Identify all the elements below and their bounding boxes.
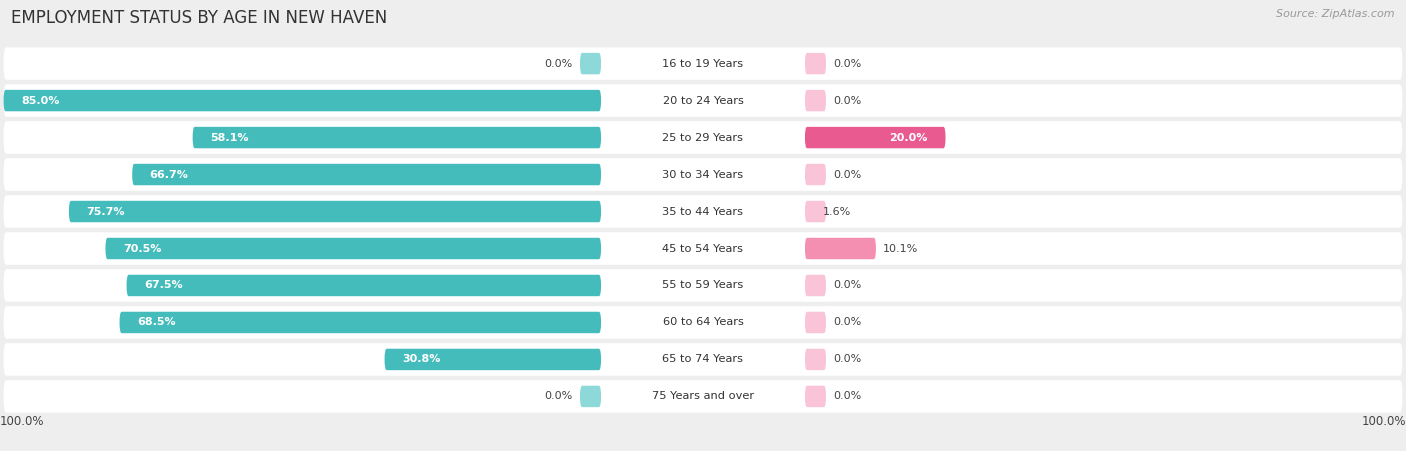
FancyBboxPatch shape (602, 203, 804, 220)
Text: 45 to 54 Years: 45 to 54 Years (662, 244, 744, 253)
FancyBboxPatch shape (602, 55, 804, 72)
Text: 0.0%: 0.0% (832, 391, 862, 401)
Text: 0.0%: 0.0% (832, 354, 862, 364)
Text: 75 Years and over: 75 Years and over (652, 391, 754, 401)
FancyBboxPatch shape (804, 201, 827, 222)
FancyBboxPatch shape (602, 240, 804, 257)
Text: 58.1%: 58.1% (211, 133, 249, 143)
Text: 75.7%: 75.7% (86, 207, 125, 216)
FancyBboxPatch shape (105, 238, 602, 259)
FancyBboxPatch shape (3, 84, 1403, 117)
Text: 30 to 34 Years: 30 to 34 Years (662, 170, 744, 179)
Text: 10.1%: 10.1% (883, 244, 918, 253)
FancyBboxPatch shape (581, 53, 602, 74)
FancyBboxPatch shape (581, 386, 602, 407)
FancyBboxPatch shape (3, 380, 1403, 413)
Text: 0.0%: 0.0% (832, 96, 862, 106)
FancyBboxPatch shape (804, 386, 827, 407)
FancyBboxPatch shape (602, 166, 804, 183)
Text: 25 to 29 Years: 25 to 29 Years (662, 133, 744, 143)
FancyBboxPatch shape (602, 129, 804, 146)
FancyBboxPatch shape (804, 238, 876, 259)
Text: Source: ZipAtlas.com: Source: ZipAtlas.com (1277, 9, 1395, 19)
Text: 30.8%: 30.8% (402, 354, 440, 364)
Text: 0.0%: 0.0% (832, 281, 862, 290)
FancyBboxPatch shape (804, 90, 827, 111)
FancyBboxPatch shape (3, 90, 602, 111)
Text: 68.5%: 68.5% (138, 318, 176, 327)
Text: 16 to 19 Years: 16 to 19 Years (662, 59, 744, 69)
Text: 55 to 59 Years: 55 to 59 Years (662, 281, 744, 290)
Text: EMPLOYMENT STATUS BY AGE IN NEW HAVEN: EMPLOYMENT STATUS BY AGE IN NEW HAVEN (11, 9, 388, 27)
Text: 85.0%: 85.0% (21, 96, 59, 106)
FancyBboxPatch shape (602, 92, 804, 109)
Text: 67.5%: 67.5% (145, 281, 183, 290)
Text: 100.0%: 100.0% (1361, 415, 1406, 428)
Text: 0.0%: 0.0% (544, 391, 574, 401)
FancyBboxPatch shape (3, 232, 1403, 265)
FancyBboxPatch shape (602, 388, 804, 405)
Text: 20.0%: 20.0% (890, 133, 928, 143)
FancyBboxPatch shape (3, 343, 1403, 376)
FancyBboxPatch shape (69, 201, 602, 222)
FancyBboxPatch shape (385, 349, 602, 370)
Text: 35 to 44 Years: 35 to 44 Years (662, 207, 744, 216)
FancyBboxPatch shape (3, 158, 1403, 191)
FancyBboxPatch shape (602, 351, 804, 368)
Text: 0.0%: 0.0% (832, 59, 862, 69)
FancyBboxPatch shape (3, 195, 1403, 228)
Text: 0.0%: 0.0% (832, 318, 862, 327)
FancyBboxPatch shape (804, 275, 827, 296)
Text: 0.0%: 0.0% (544, 59, 574, 69)
Text: 100.0%: 100.0% (0, 415, 45, 428)
Text: 66.7%: 66.7% (149, 170, 188, 179)
FancyBboxPatch shape (3, 269, 1403, 302)
Text: 20 to 24 Years: 20 to 24 Years (662, 96, 744, 106)
FancyBboxPatch shape (804, 127, 945, 148)
FancyBboxPatch shape (3, 121, 1403, 154)
FancyBboxPatch shape (602, 277, 804, 294)
FancyBboxPatch shape (193, 127, 602, 148)
Text: 70.5%: 70.5% (124, 244, 162, 253)
Text: 60 to 64 Years: 60 to 64 Years (662, 318, 744, 327)
Text: 1.6%: 1.6% (824, 207, 852, 216)
FancyBboxPatch shape (120, 312, 602, 333)
FancyBboxPatch shape (804, 349, 827, 370)
FancyBboxPatch shape (804, 53, 827, 74)
FancyBboxPatch shape (3, 47, 1403, 80)
FancyBboxPatch shape (3, 306, 1403, 339)
FancyBboxPatch shape (602, 314, 804, 331)
FancyBboxPatch shape (804, 164, 827, 185)
FancyBboxPatch shape (127, 275, 602, 296)
FancyBboxPatch shape (132, 164, 602, 185)
Text: 65 to 74 Years: 65 to 74 Years (662, 354, 744, 364)
FancyBboxPatch shape (804, 312, 827, 333)
Text: 0.0%: 0.0% (832, 170, 862, 179)
